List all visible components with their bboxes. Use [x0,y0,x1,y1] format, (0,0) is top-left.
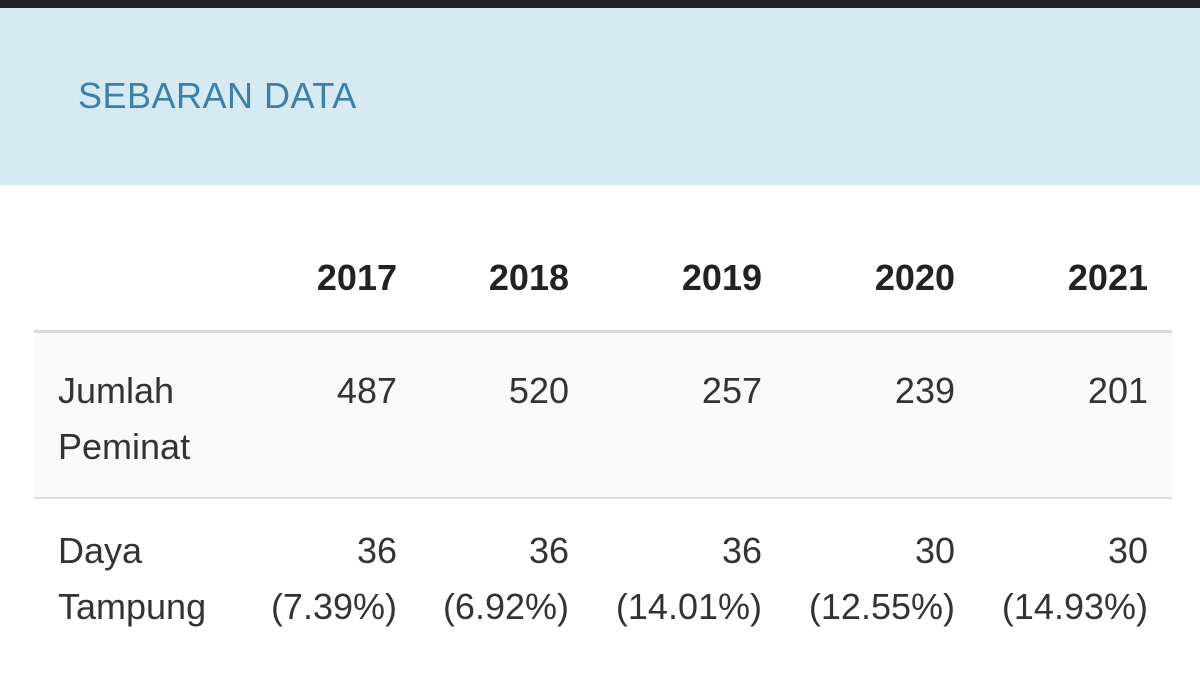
cell-percentage: (14.01%) [615,586,762,627]
cell-percentage: (7.39%) [270,586,397,627]
table-cell: 36 (7.39%) [271,523,397,635]
table-cell: 36 (6.92%) [443,523,569,635]
table-cell: 257 [701,370,762,411]
column-header-year: 2020 [874,257,955,298]
cell-value: 36 [721,530,762,571]
cell-value: 36 [356,530,397,571]
cell-value: 36 [528,530,569,571]
table-cell: 201 [1087,370,1148,411]
row-label: Jumlah Peminat [58,363,278,475]
status-bar [0,0,1200,8]
table-cell: 520 [508,370,569,411]
table-row: Daya Tampung 36 (7.39%) 36 (6.92%) 36 (1… [34,499,1172,649]
table-cell: 30 (12.55%) [809,523,955,635]
column-header-year: 2018 [488,257,569,298]
cell-percentage: (14.93%) [1001,586,1148,627]
row-label-line: Tampung [58,586,207,627]
row-label-line: Jumlah [58,370,175,411]
row-label: Daya Tampung [58,523,278,635]
table-cell: 239 [894,370,955,411]
section-title: SEBARAN DATA [78,75,357,116]
section-header: SEBARAN DATA [0,8,1200,185]
column-header-year: 2017 [316,257,397,298]
cell-percentage: (12.55%) [808,586,955,627]
table-header-row: 2017 2018 2019 2020 2021 [34,248,1172,333]
table-cell: 30 (14.93%) [1002,523,1148,635]
cell-percentage: (6.92%) [442,586,569,627]
cell-value: 30 [1107,530,1148,571]
table-row: Jumlah Peminat 487 520 257 239 201 [34,333,1172,499]
column-header-year: 2019 [681,257,762,298]
cell-value: 30 [914,530,955,571]
table-cell: 487 [336,370,397,411]
row-label-line: Peminat [58,426,191,467]
column-header-year: 2021 [1067,257,1148,298]
data-table: 2017 2018 2019 2020 2021 Jumlah Peminat … [34,248,1172,649]
row-label-line: Daya [58,530,143,571]
table-cell: 36 (14.01%) [616,523,762,635]
